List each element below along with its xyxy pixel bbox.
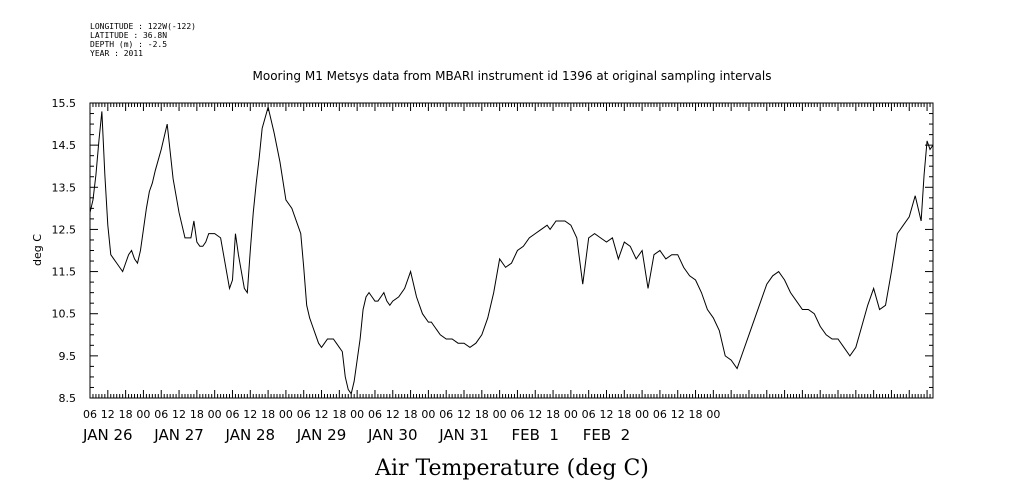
day-label: JAN 31 bbox=[438, 426, 489, 444]
x-tick-label: 18 bbox=[261, 408, 275, 421]
day-label: JAN 26 bbox=[82, 426, 133, 444]
x-tick-label: 00 bbox=[350, 408, 364, 421]
x-tick-label: 12 bbox=[172, 408, 186, 421]
x-tick-label: 00 bbox=[635, 408, 649, 421]
x-tick-label: 00 bbox=[279, 408, 293, 421]
y-tick-labels: 15.5 14.5 13.5 12.5 11.5 10.5 9.5 8.5 bbox=[52, 97, 77, 405]
y-tick-label: 14.5 bbox=[52, 139, 77, 152]
x-tick-label: 12 bbox=[386, 408, 400, 421]
depth-label: DEPTH (m) : -2.5 bbox=[90, 40, 168, 49]
y-tick-label: 12.5 bbox=[52, 223, 77, 236]
x-tick-label: 06 bbox=[653, 408, 667, 421]
latitude-label: LATITUDE : 36.8N bbox=[90, 31, 168, 40]
metadata-block: LONGITUDE : 122W(-122) LATITUDE : 36.8N … bbox=[90, 22, 196, 58]
x-tick-label: 00 bbox=[208, 408, 222, 421]
x-axis-label: Air Temperature (deg C) bbox=[374, 456, 649, 481]
y-tick-label: 15.5 bbox=[52, 97, 77, 110]
y-axis-label: deg C bbox=[31, 234, 44, 266]
x-tick-label: 06 bbox=[297, 408, 311, 421]
day-label: JAN 29 bbox=[296, 426, 347, 444]
x-tick-label: 18 bbox=[332, 408, 346, 421]
x-tick-label: 18 bbox=[689, 408, 703, 421]
x-tick-label: 06 bbox=[510, 408, 524, 421]
day-label: JAN 28 bbox=[225, 426, 276, 444]
x-tick-label: 06 bbox=[225, 408, 239, 421]
series-line bbox=[89, 107, 934, 395]
x-tick-label: 06 bbox=[368, 408, 382, 421]
x-tick-label: 18 bbox=[546, 408, 560, 421]
x-tick-label: 12 bbox=[671, 408, 685, 421]
day-label: FEB 1 bbox=[512, 426, 559, 444]
chart-title: Mooring M1 Metsys data from MBARI instru… bbox=[253, 69, 772, 83]
y-tick-label: 10.5 bbox=[52, 308, 77, 321]
axis-ticks bbox=[89, 102, 934, 399]
longitude-label: LONGITUDE : 122W(-122) bbox=[90, 22, 196, 31]
x-tick-label: 12 bbox=[528, 408, 542, 421]
x-tick-label: 00 bbox=[421, 408, 435, 421]
y-tick-label: 9.5 bbox=[59, 350, 77, 363]
day-labels: JAN 26 JAN 27 JAN 28 JAN 29 JAN 30 JAN 31 FEB … bbox=[82, 426, 630, 444]
x-tick-label: 06 bbox=[439, 408, 453, 421]
x-tick-label: 12 bbox=[457, 408, 471, 421]
day-label: FEB 2 bbox=[583, 426, 630, 444]
x-tick-label: 00 bbox=[136, 408, 150, 421]
year-label: YEAR : 2011 bbox=[90, 49, 143, 58]
x-tick-label: 06 bbox=[154, 408, 168, 421]
x-tick-label: 00 bbox=[493, 408, 507, 421]
y-tick-label: 8.5 bbox=[59, 392, 77, 405]
x-tick-label: 18 bbox=[617, 408, 631, 421]
x-tick-label: 06 bbox=[582, 408, 596, 421]
x-tick-label: 00 bbox=[706, 408, 720, 421]
x-tick-label: 18 bbox=[475, 408, 489, 421]
day-label: JAN 27 bbox=[153, 426, 204, 444]
x-tick-labels: 06 12 18 00 06 12 18 00 06 12 18 00 06 12 18 00 06 12 18 00… bbox=[83, 408, 720, 421]
x-tick-label: 12 bbox=[599, 408, 613, 421]
x-tick-label: 12 bbox=[315, 408, 329, 421]
x-tick-label: 00 bbox=[564, 408, 578, 421]
day-label: JAN 30 bbox=[367, 426, 418, 444]
x-tick-label: 12 bbox=[101, 408, 115, 421]
x-tick-label: 12 bbox=[243, 408, 257, 421]
x-tick-label: 18 bbox=[119, 408, 133, 421]
plot-frame bbox=[89, 102, 934, 399]
x-tick-label: 18 bbox=[404, 408, 418, 421]
x-tick-label: 06 bbox=[83, 408, 97, 421]
x-tick-label: 18 bbox=[190, 408, 204, 421]
y-tick-label: 13.5 bbox=[52, 181, 77, 194]
y-tick-label: 11.5 bbox=[52, 266, 77, 279]
